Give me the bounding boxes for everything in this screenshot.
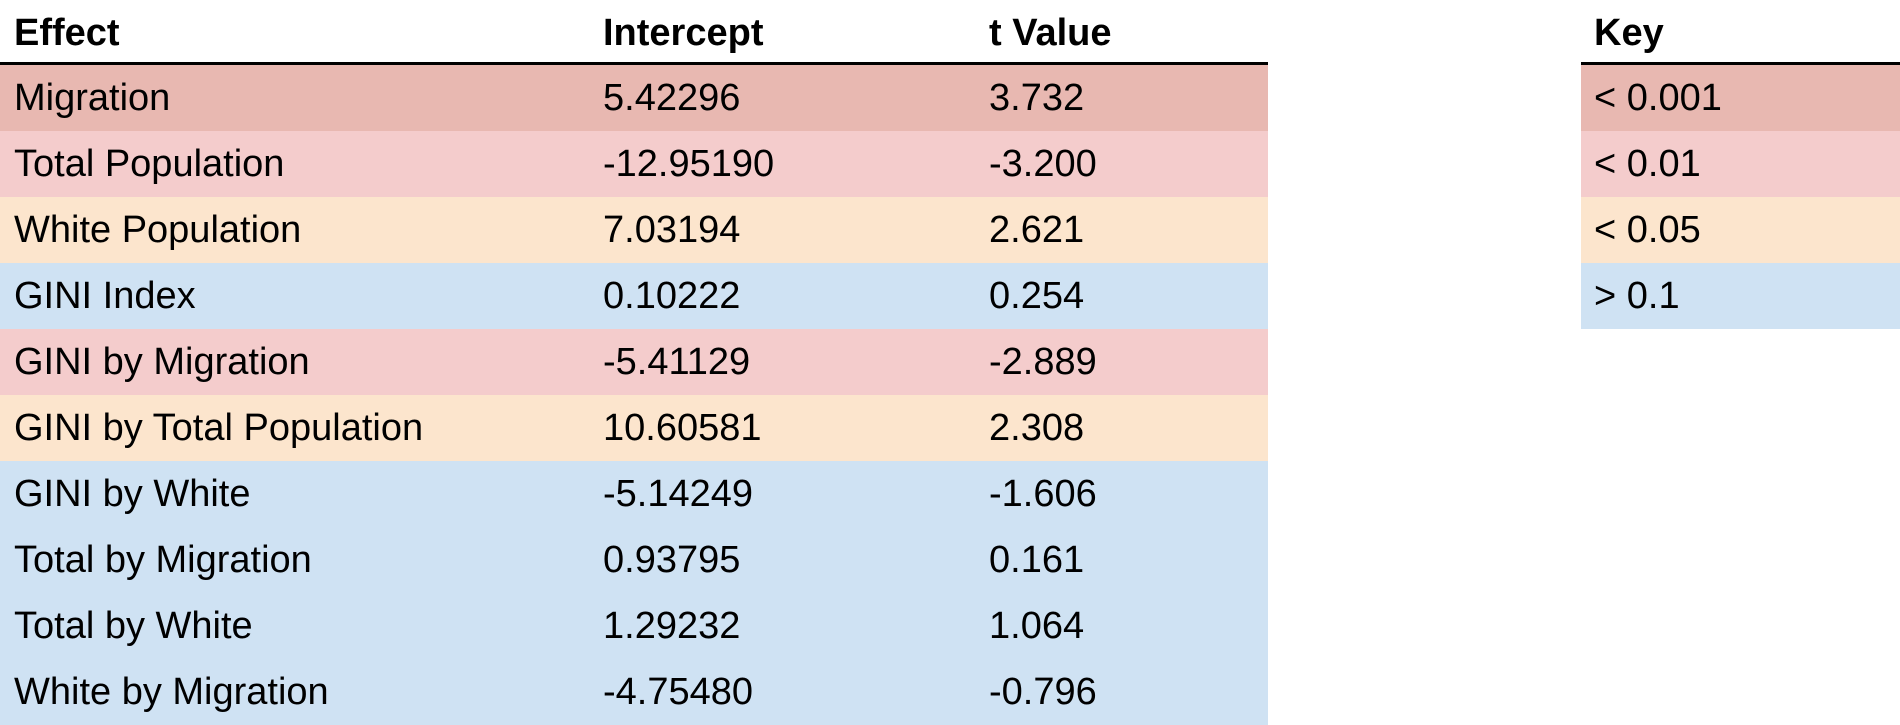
table-row: Total by Migration 0.93795 0.161 bbox=[0, 527, 1268, 593]
key-row: < 0.01 bbox=[1581, 131, 1900, 197]
header-effect: Effect bbox=[14, 12, 120, 54]
intercept-cell: 5.42296 bbox=[603, 77, 741, 119]
t-value-cell: 2.621 bbox=[989, 209, 1085, 251]
key-label: < 0.001 bbox=[1594, 77, 1722, 119]
key-row: > 0.1 bbox=[1581, 263, 1900, 329]
effect-cell: GINI by White bbox=[14, 473, 251, 515]
intercept-cell: 0.93795 bbox=[603, 539, 741, 581]
key-label: < 0.05 bbox=[1594, 209, 1701, 251]
key-row: < 0.001 bbox=[1581, 65, 1900, 131]
t-value-cell: -3.200 bbox=[989, 143, 1097, 185]
t-value-cell: -0.796 bbox=[989, 671, 1097, 713]
effect-cell: GINI Index bbox=[14, 275, 196, 317]
effect-cell: White by Migration bbox=[14, 671, 329, 713]
header-intercept: Intercept bbox=[603, 12, 764, 54]
table-row: GINI by Migration -5.41129 -2.889 bbox=[0, 329, 1268, 395]
regression-results-table: Effect Intercept t Value Migration 5.4229… bbox=[0, 0, 1268, 725]
key-body: < 0.001 < 0.01 < 0.05 > 0.1 bbox=[1581, 65, 1900, 329]
table-body: Migration 5.42296 3.732 Total Population -12… bbox=[0, 65, 1268, 725]
effect-cell: GINI by Migration bbox=[14, 341, 310, 383]
table-row: White Population 7.03194 2.621 bbox=[0, 197, 1268, 263]
t-value-cell: -1.606 bbox=[989, 473, 1097, 515]
table-row: GINI by Total Population 10.60581 2.308 bbox=[0, 395, 1268, 461]
t-value-cell: 3.732 bbox=[989, 77, 1085, 119]
effect-cell: Total by Migration bbox=[14, 539, 312, 581]
effect-cell: GINI by Total Population bbox=[14, 407, 424, 449]
key-label: < 0.01 bbox=[1594, 143, 1701, 185]
table-header-row: Effect Intercept t Value bbox=[0, 0, 1268, 65]
intercept-cell: -4.75480 bbox=[603, 671, 754, 713]
effect-cell: Total by White bbox=[14, 605, 253, 647]
intercept-cell: -5.14249 bbox=[603, 473, 754, 515]
table-row: GINI by White -5.14249 -1.606 bbox=[0, 461, 1268, 527]
key-header: Key bbox=[1594, 12, 1664, 54]
effect-cell: Total Population bbox=[14, 143, 285, 185]
table-row: Total by White 1.29232 1.064 bbox=[0, 593, 1268, 659]
effect-cell: White Population bbox=[14, 209, 302, 251]
intercept-cell: -5.41129 bbox=[603, 341, 751, 383]
t-value-cell: 0.161 bbox=[989, 539, 1085, 581]
table-row: Migration 5.42296 3.732 bbox=[0, 65, 1268, 131]
intercept-cell: 0.10222 bbox=[603, 275, 741, 317]
key-label: > 0.1 bbox=[1594, 275, 1680, 317]
intercept-cell: 1.29232 bbox=[603, 605, 741, 647]
effect-cell: Migration bbox=[14, 77, 171, 119]
table-row: Total Population -12.95190 -3.200 bbox=[0, 131, 1268, 197]
key-row: < 0.05 bbox=[1581, 197, 1900, 263]
t-value-cell: -2.889 bbox=[989, 341, 1097, 383]
significance-key-table: Key < 0.001 < 0.01 < 0.05 > 0.1 bbox=[1581, 0, 1900, 329]
table-row: GINI Index 0.10222 0.254 bbox=[0, 263, 1268, 329]
intercept-cell: -12.95190 bbox=[603, 143, 775, 185]
header-t-value: t Value bbox=[989, 12, 1112, 54]
key-header-row: Key bbox=[1581, 0, 1900, 65]
t-value-cell: 0.254 bbox=[989, 275, 1085, 317]
table-row: White by Migration -4.75480 -0.796 bbox=[0, 659, 1268, 725]
t-value-cell: 2.308 bbox=[989, 407, 1085, 449]
intercept-cell: 10.60581 bbox=[603, 407, 762, 449]
intercept-cell: 7.03194 bbox=[603, 209, 741, 251]
t-value-cell: 1.064 bbox=[989, 605, 1085, 647]
